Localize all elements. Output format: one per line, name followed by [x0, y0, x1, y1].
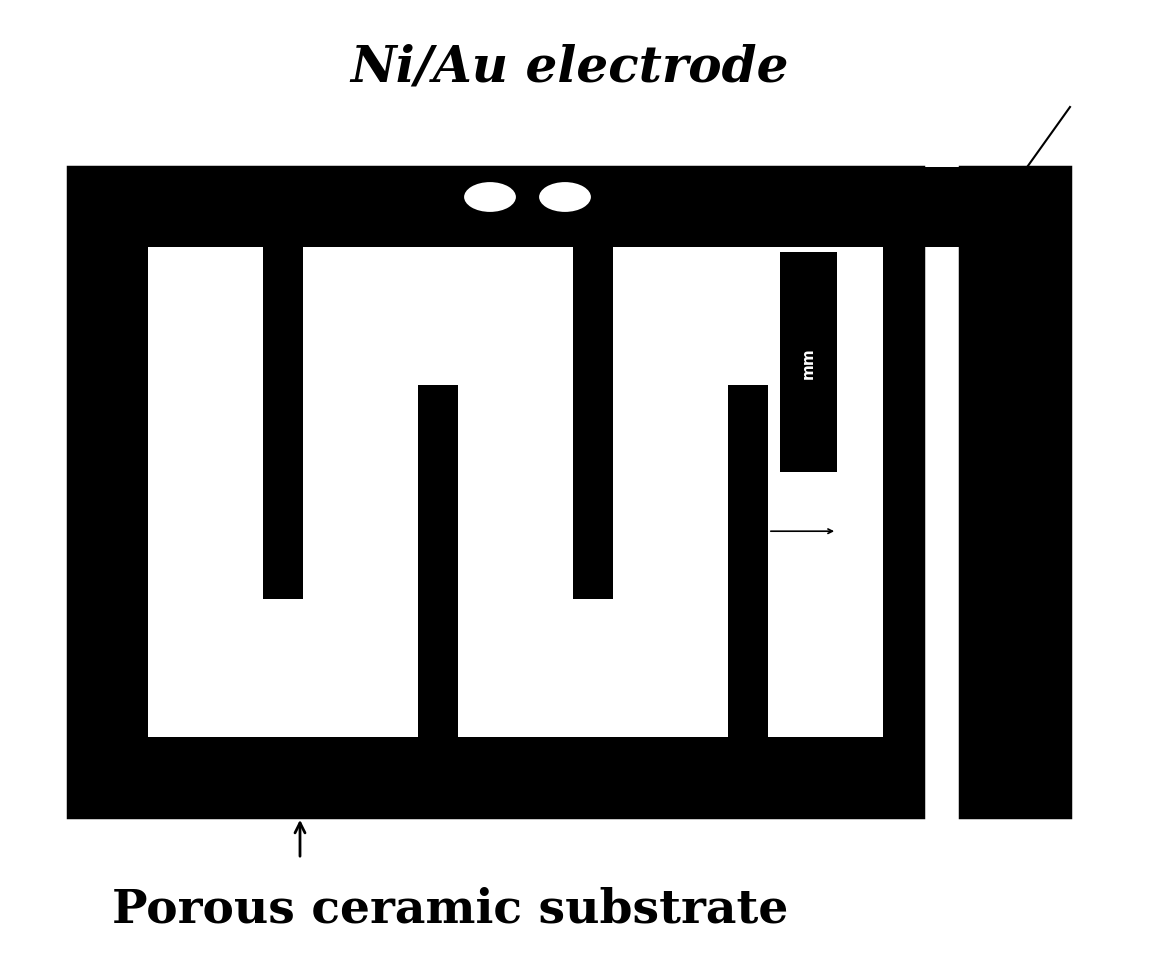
- Text: Porous ceramic substrate: Porous ceramic substrate: [112, 886, 789, 932]
- Bar: [67, 168, 923, 818]
- Bar: [923, 168, 959, 247]
- Ellipse shape: [462, 181, 518, 215]
- Text: mm: mm: [801, 347, 815, 378]
- Bar: [418, 385, 458, 737]
- Bar: [728, 385, 768, 737]
- Bar: [108, 207, 148, 778]
- Bar: [67, 168, 923, 818]
- Bar: [148, 207, 883, 247]
- Bar: [959, 168, 1070, 818]
- Bar: [148, 207, 883, 737]
- Bar: [573, 247, 613, 600]
- Bar: [108, 737, 883, 778]
- Text: Ni/Au electrode: Ni/Au electrode: [351, 43, 790, 92]
- Ellipse shape: [537, 181, 593, 215]
- Bar: [148, 247, 883, 737]
- Bar: [959, 168, 1070, 818]
- Bar: [263, 247, 304, 600]
- Bar: [108, 207, 883, 778]
- Bar: [779, 252, 837, 472]
